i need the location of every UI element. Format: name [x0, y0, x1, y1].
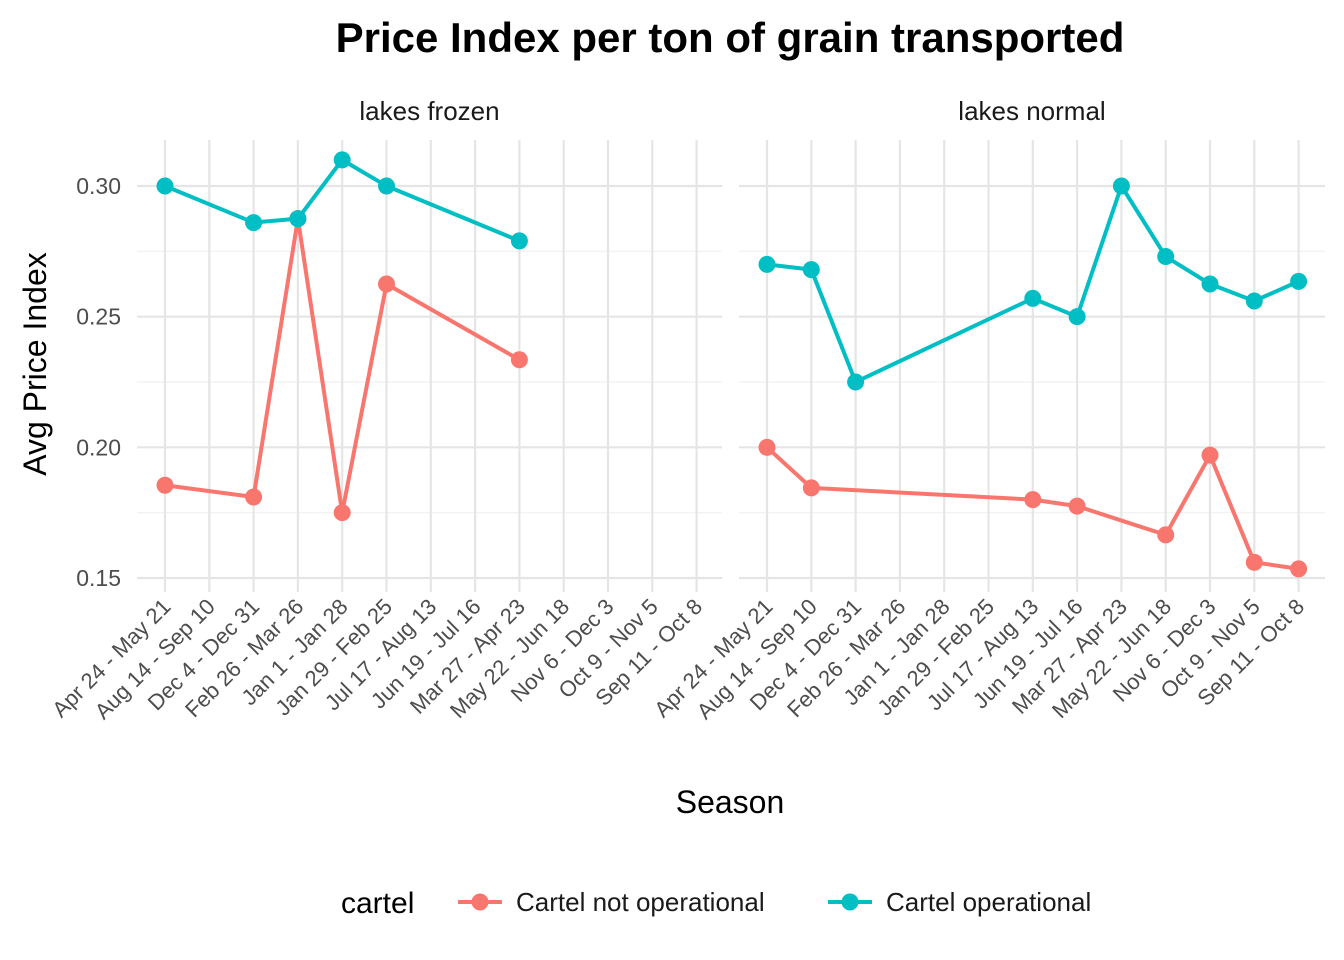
series-line-0: [765, 445, 1299, 571]
data-point: [758, 438, 776, 456]
series-line-1: [164, 157, 521, 243]
legend-title: cartel: [341, 887, 414, 920]
data-point: [1157, 526, 1175, 544]
data-point: [1024, 289, 1042, 307]
data-point: [802, 479, 820, 497]
data-point: [847, 373, 865, 391]
data-point: [510, 232, 528, 250]
data-point: [758, 255, 776, 273]
y-tick-label: 0.15: [76, 565, 121, 591]
legend-key-point: [841, 893, 859, 911]
data-point: [802, 261, 820, 279]
y-tick-label: 0.25: [76, 304, 121, 330]
data-point: [378, 275, 395, 293]
data-point: [1024, 491, 1042, 509]
data-point: [245, 488, 263, 506]
legend-entry-1: Cartel operational: [828, 887, 1091, 917]
data-point: [1068, 497, 1086, 515]
data-point: [156, 177, 174, 195]
x-axis-title: Season: [676, 784, 785, 820]
legend-label: Cartel not operational: [516, 887, 765, 917]
data-point: [156, 476, 174, 494]
data-point: [1290, 560, 1308, 578]
y-axis-title: Avg Price Index: [17, 252, 53, 476]
data-point: [333, 504, 351, 522]
legend-key-point: [471, 893, 489, 911]
data-point: [1201, 446, 1219, 464]
data-point: [1157, 248, 1175, 266]
data-point: [289, 210, 307, 228]
facet-strip-label: lakes frozen: [359, 96, 499, 126]
data-point: [1245, 553, 1263, 571]
data-point: [1290, 272, 1308, 290]
legend-label: Cartel operational: [886, 887, 1091, 917]
data-point: [245, 214, 263, 232]
data-point: [1245, 292, 1263, 310]
y-tick-label: 0.20: [76, 434, 121, 460]
data-point: [378, 177, 395, 195]
series-line-0: [164, 216, 521, 515]
legend-entry-0: Cartel not operational: [458, 887, 765, 917]
series-line-1: [766, 184, 1300, 384]
chart-title: Price Index per ton of grain transported: [336, 14, 1125, 61]
legend: cartel Cartel not operational Cartel oper…: [341, 887, 1091, 920]
data-point: [333, 151, 351, 169]
y-tick-label: 0.30: [76, 173, 121, 199]
data-point: [510, 351, 528, 369]
data-point: [1201, 275, 1219, 293]
facet-strip-label: lakes normal: [958, 96, 1105, 126]
data-point: [1112, 177, 1130, 195]
data-point: [1068, 308, 1086, 326]
